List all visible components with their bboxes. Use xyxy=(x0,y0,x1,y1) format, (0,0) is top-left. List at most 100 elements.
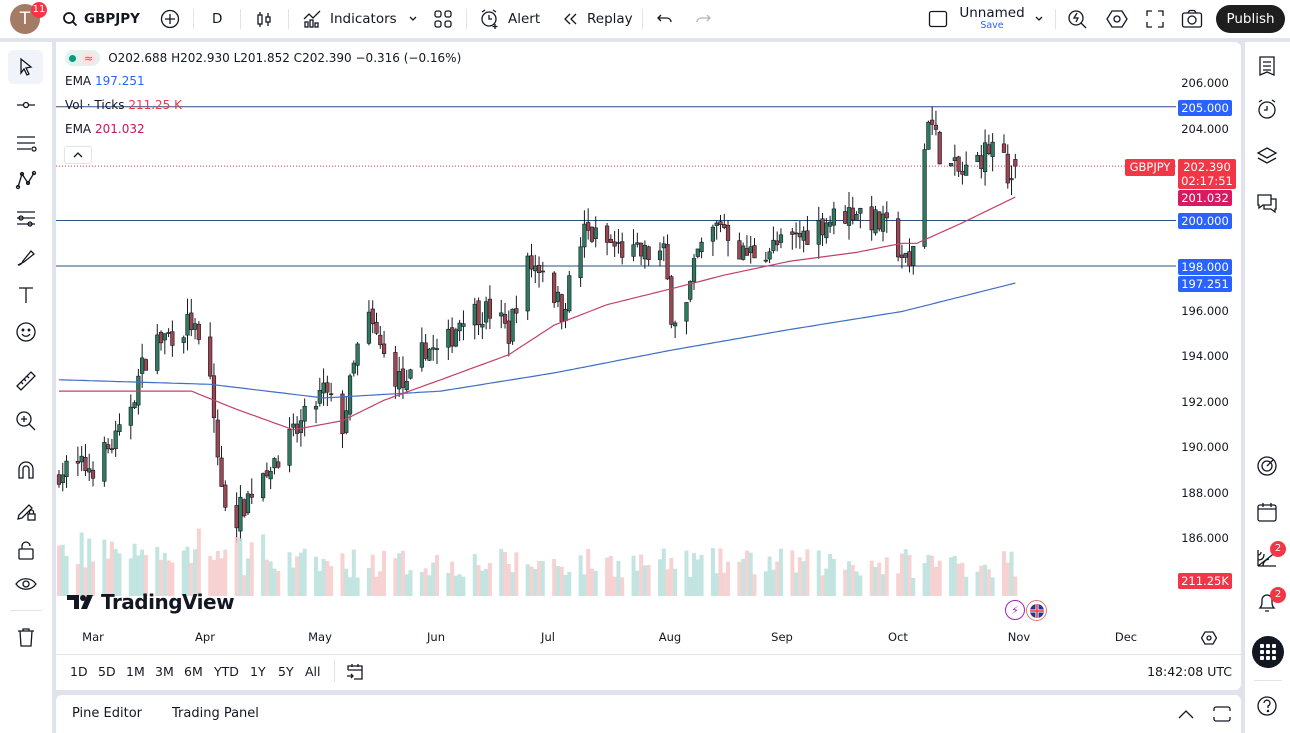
volume-bar xyxy=(423,568,428,596)
lock-drawings-tool[interactable] xyxy=(15,500,37,522)
layout-name-button[interactable]: Unnamed Save xyxy=(958,5,1026,31)
range-button-1d[interactable]: 1D xyxy=(70,664,88,679)
tab-pine-editor[interactable]: Pine Editor xyxy=(72,706,143,721)
watchlist-button[interactable] xyxy=(1256,55,1280,79)
products-menu-button[interactable] xyxy=(1252,636,1284,668)
volume-bar xyxy=(295,556,300,596)
range-button-1y[interactable]: 1Y xyxy=(250,664,266,679)
tab-trading-panel[interactable]: Trading Panel xyxy=(172,706,259,721)
user-avatar[interactable]: T xyxy=(10,4,40,34)
range-button-5d[interactable]: 5D xyxy=(98,664,116,679)
candle-up xyxy=(355,343,360,366)
legend-ema-fast[interactable]: EMA 201.032 xyxy=(65,122,145,136)
price-tick: 192.000 xyxy=(1181,394,1229,409)
layers-button[interactable] xyxy=(1256,145,1280,169)
candle-down xyxy=(907,251,912,267)
panel-gap xyxy=(52,42,56,642)
range-button-6m[interactable]: 6M xyxy=(184,664,203,679)
snapshot-button[interactable] xyxy=(1181,8,1203,30)
emoji-tool[interactable] xyxy=(15,321,37,343)
help-button[interactable] xyxy=(1256,695,1280,719)
timezone-clock[interactable]: 18:42:08 UTC xyxy=(1147,664,1232,679)
candle-up xyxy=(567,275,572,312)
volume-bar xyxy=(828,553,833,596)
collapse-legend-button[interactable] xyxy=(64,146,92,164)
indicators-button[interactable]: Indicators xyxy=(302,0,397,38)
expand-panel-button[interactable] xyxy=(1175,704,1197,724)
eye-tool[interactable] xyxy=(15,574,37,596)
candle-up xyxy=(582,223,587,248)
range-button-ytd[interactable]: YTD xyxy=(214,664,239,679)
symbol-search-button[interactable]: GBPJPY xyxy=(62,0,140,38)
settings-button[interactable] xyxy=(1106,8,1128,30)
zoom-in-tool[interactable] xyxy=(15,410,37,432)
axis-settings-button[interactable] xyxy=(1200,630,1218,646)
range-button-1m[interactable]: 1M xyxy=(126,664,145,679)
undo-button[interactable] xyxy=(655,10,675,28)
chat-button[interactable] xyxy=(1256,192,1280,216)
layout-toggle-button[interactable] xyxy=(928,9,948,29)
interval-button[interactable]: D xyxy=(212,0,222,38)
volume-bar xyxy=(242,575,247,596)
ruler-tool[interactable] xyxy=(15,370,37,392)
replay-button[interactable]: Replay xyxy=(561,0,633,38)
interval-label: D xyxy=(212,11,223,27)
chart-type-button[interactable] xyxy=(254,9,274,29)
candle-up xyxy=(113,430,118,450)
legend-ema-slow[interactable]: EMA 197.251 xyxy=(65,74,145,88)
volume-bar xyxy=(642,565,647,596)
indicators-dropdown[interactable] xyxy=(406,12,420,26)
volume-bar xyxy=(340,553,345,596)
candle-down xyxy=(620,241,625,258)
trash-tool[interactable] xyxy=(15,626,37,648)
volume-bar xyxy=(903,549,908,596)
layout-menu-dropdown[interactable] xyxy=(1032,12,1046,26)
range-button-5y[interactable]: 5Y xyxy=(278,664,294,679)
crosshair-line-tool[interactable] xyxy=(15,94,37,116)
technicals-button[interactable] xyxy=(1256,455,1280,479)
fib-tool[interactable] xyxy=(15,207,37,229)
candle-up xyxy=(1009,178,1014,181)
compare-symbol-button[interactable] xyxy=(160,9,180,29)
bell-button[interactable] xyxy=(1256,592,1280,616)
calendar-button[interactable] xyxy=(1256,501,1280,525)
magnet-tool[interactable] xyxy=(15,460,37,482)
layouts-button[interactable] xyxy=(433,9,453,29)
maximize-panel-button[interactable] xyxy=(1211,704,1233,724)
legend-volume[interactable]: Vol · Ticks 211.25 K xyxy=(65,98,182,112)
volume-bar xyxy=(91,561,95,596)
volume-bar xyxy=(499,548,504,596)
quick-search-button[interactable] xyxy=(1067,8,1089,30)
candle-up xyxy=(260,473,266,499)
go-to-date-button[interactable] xyxy=(344,661,366,683)
redo-button[interactable] xyxy=(693,10,713,28)
alerts-clock-button[interactable] xyxy=(1256,98,1280,122)
fullscreen-button[interactable] xyxy=(1144,8,1166,30)
market-status[interactable]: ≈ xyxy=(65,50,101,66)
cursor-tool[interactable] xyxy=(15,56,37,78)
uk-flag-event-icon[interactable] xyxy=(1026,600,1047,621)
text-tool[interactable] xyxy=(15,284,37,306)
trend-lines-tool[interactable] xyxy=(15,132,37,154)
lock-tool[interactable] xyxy=(15,539,37,561)
volume-bar xyxy=(741,558,746,596)
tradingview-logo[interactable]: TradingView xyxy=(67,590,235,614)
range-button-all[interactable]: All xyxy=(305,664,321,679)
candle-up xyxy=(313,406,319,410)
candle-down xyxy=(374,321,379,334)
brush-tool[interactable] xyxy=(15,247,37,269)
publish-button[interactable]: Publish xyxy=(1216,5,1285,33)
volume-bar xyxy=(661,548,666,596)
delayed-data-icon: ≈ xyxy=(81,51,97,65)
price-tick: 194.000 xyxy=(1181,349,1229,363)
ideas-web-button[interactable] xyxy=(1256,546,1280,570)
candle-down xyxy=(514,308,519,314)
volume-bar xyxy=(215,551,220,596)
alert-button[interactable]: Alert xyxy=(480,0,540,38)
earnings-event-icon[interactable]: ⚡ xyxy=(1005,600,1025,620)
candle-up xyxy=(691,258,697,282)
pattern-tool[interactable] xyxy=(15,169,37,191)
candle-down xyxy=(850,207,855,221)
range-button-3m[interactable]: 3M xyxy=(155,664,174,679)
